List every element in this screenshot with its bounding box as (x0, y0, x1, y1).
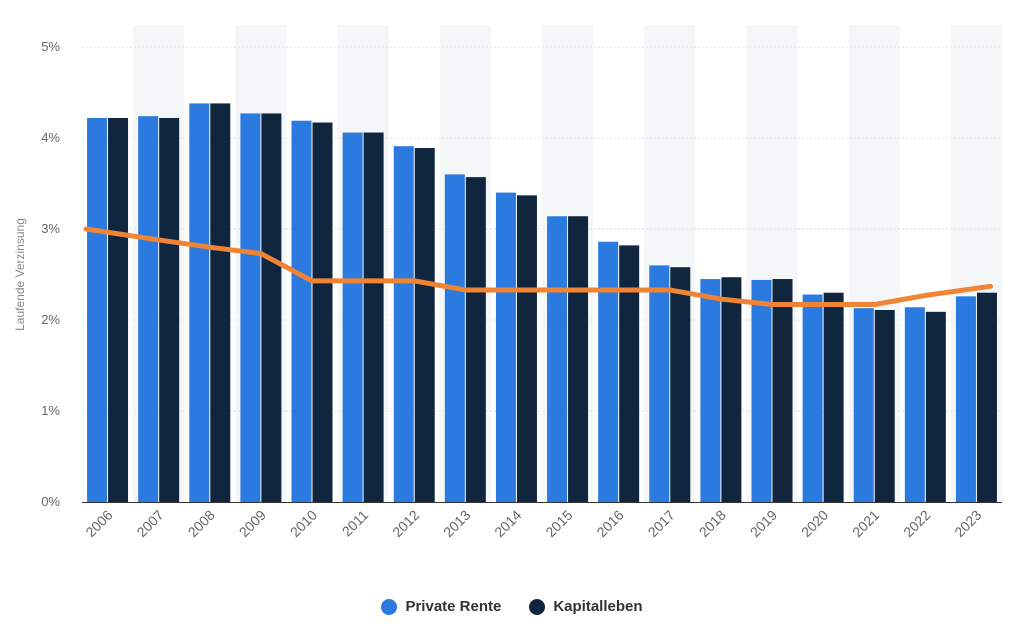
y-axis-title: Laufende Verzinsung (13, 218, 27, 331)
x-tick-label: 2010 (287, 507, 320, 540)
x-tick-label: 2012 (389, 507, 422, 540)
bar-kapitalleben (772, 279, 793, 502)
bar-private-rente (547, 216, 568, 502)
bar-private-rente (342, 132, 363, 503)
bar-private-rente (444, 174, 465, 502)
legend-label-kapitalleben: Kapitalleben (553, 598, 643, 615)
x-tick-label: 2020 (798, 507, 831, 540)
legend-label-private-rente: Private Rente (405, 598, 502, 615)
y-axis-ticks: 0% 1% 2% 3% 4% 5% (41, 39, 60, 509)
x-tick-label: 2008 (185, 507, 218, 540)
x-tick-label: 2009 (236, 507, 269, 540)
x-tick-label: 2013 (440, 507, 473, 540)
legend-marker-kapitalleben (529, 598, 546, 615)
y-tick-label: 2% (41, 312, 60, 327)
x-tick-label: 2014 (491, 507, 524, 540)
bar-private-rente (240, 113, 261, 503)
x-tick-label: 2015 (542, 507, 575, 540)
bar-kapitalleben (363, 132, 384, 503)
bar-kapitalleben (312, 122, 333, 502)
y-tick-label: 4% (41, 130, 60, 145)
bar-private-rente (598, 241, 619, 503)
bar-private-rente (393, 146, 414, 502)
x-tick-label: 2011 (339, 507, 372, 540)
gridlines (82, 46, 1002, 412)
bar-kapitalleben (465, 177, 486, 502)
bar-kapitalleben (874, 309, 895, 502)
legend: Private Rente Kapitalleben (0, 598, 1024, 615)
y-tick-label: 1% (41, 403, 60, 418)
bar-private-rente (955, 296, 976, 502)
chart: 0% 1% 2% 3% 4% 5% 2006 2007 2008 2009 2010 2011 201… (13, 39, 1002, 541)
line-series (83, 226, 993, 308)
x-tick-label: 2023 (951, 507, 984, 540)
bar-kapitalleben (516, 195, 537, 502)
bar-kapitalleben (619, 245, 640, 502)
bar-private-rente (189, 103, 210, 503)
bar-kapitalleben (925, 311, 946, 502)
bars (87, 103, 997, 503)
x-tick-label: 2017 (645, 507, 678, 540)
x-tick-label: 2016 (593, 507, 626, 540)
x-tick-label: 2022 (900, 507, 933, 540)
x-tick-label: 2019 (747, 507, 780, 540)
bar-private-rente (495, 192, 516, 502)
bar-private-rente (87, 117, 108, 502)
bar-private-rente (751, 279, 772, 502)
bar-kapitalleben (823, 292, 844, 502)
bar-private-rente (853, 308, 874, 502)
bar-private-rente (649, 265, 670, 502)
bar-private-rente (700, 279, 721, 502)
x-tick-label: 2021 (849, 507, 882, 540)
legend-item-kapitalleben[interactable]: Kapitalleben (529, 598, 643, 615)
bar-kapitalleben (159, 117, 180, 502)
bar-kapitalleben (414, 148, 435, 502)
bar-kapitalleben (568, 216, 589, 502)
bar-private-rente (291, 120, 312, 503)
legend-marker-private-rente (381, 598, 398, 615)
x-tick-label: 2006 (82, 507, 115, 540)
x-axis-ticks: 2006 2007 2008 2009 2010 2011 2012 2013 2014 2015… (82, 507, 984, 540)
y-tick-label: 0% (41, 494, 60, 509)
bar-kapitalleben (721, 277, 742, 502)
bar-kapitalleben (210, 103, 231, 503)
bar-kapitalleben (670, 267, 691, 502)
y-tick-label: 3% (41, 221, 60, 236)
bar-kapitalleben (976, 292, 997, 502)
bar-private-rente (802, 294, 823, 502)
y-tick-label: 5% (41, 39, 60, 54)
bar-private-rente (138, 116, 159, 502)
x-tick-label: 2018 (696, 507, 729, 540)
x-tick-label: 2007 (133, 507, 166, 540)
bar-private-rente (904, 307, 925, 502)
legend-item-private-rente[interactable]: Private Rente (381, 598, 501, 615)
bar-kapitalleben (261, 113, 282, 503)
bar-kapitalleben (108, 117, 129, 502)
